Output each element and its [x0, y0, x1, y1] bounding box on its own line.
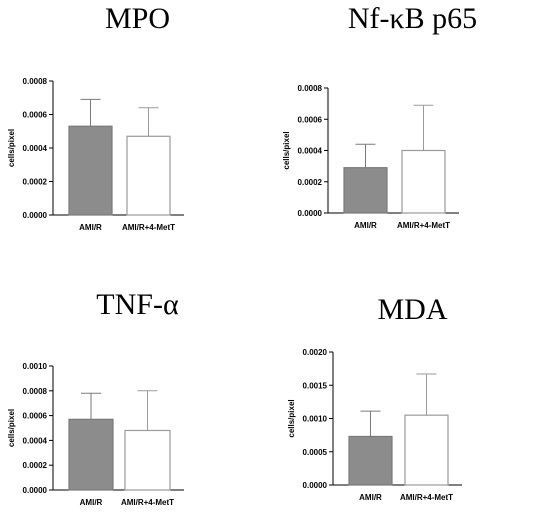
y-axis-label: cells/pixel — [7, 129, 16, 167]
y-tick-label: 0.0008 — [23, 77, 48, 86]
bar — [343, 167, 388, 214]
y-axis-label: cells/pixel — [7, 409, 16, 447]
bar — [126, 135, 171, 216]
chart-title: TNF-α — [96, 288, 179, 321]
chart-panel-nfkb-p65: Nf-κB p65 0.0000 0.0002 0.0004 0.0006 0.0008… — [275, 0, 550, 253]
x-category-label: AMI/R — [79, 223, 102, 232]
y-tick-label: 0.0002 — [23, 178, 48, 187]
bar — [404, 414, 449, 486]
chart-title: MDA — [377, 293, 448, 326]
chart-panel-mda: MDA 0.0000 0.0005 0.0010 0.0015 0.0020 cells/… — [275, 253, 550, 507]
bar — [124, 429, 171, 491]
y-tick-label: 0.0006 — [23, 111, 48, 120]
y-tick-label: 0.0005 — [303, 448, 328, 457]
y-tick-label: 0.0008 — [298, 84, 323, 93]
bar-chart: 0.0000 0.0005 0.0010 0.0015 0.0020 cells/pixe… — [287, 348, 462, 502]
bar — [348, 435, 393, 486]
y-axis-label: cells/pixel — [282, 131, 291, 169]
y-tick-label: 0.0000 — [23, 211, 48, 220]
x-category-label: AMI/R — [354, 221, 377, 230]
x-category-label: AMI/R — [359, 493, 382, 502]
y-tick-label: 0.0000 — [23, 486, 48, 495]
chart-panel-mpo: MPO 0.0000 0.0002 0.0004 0.0006 0.0008 cells/… — [0, 0, 275, 253]
y-tick-label: 0.0006 — [298, 115, 323, 124]
chart-panel-tnf-alpha: TNF-α 0.0000 0.0002 0.0004 0.0006 0.0008 0.00… — [0, 253, 275, 507]
x-category-label: AMI/R+4-MetT — [121, 498, 174, 507]
bar-chart: 0.0000 0.0002 0.0004 0.0006 0.0008 cells/pixe… — [282, 84, 459, 230]
bar-chart: 0.0000 0.0002 0.0004 0.0006 0.0008 cells/pixe… — [7, 77, 184, 232]
y-tick-label: 0.0020 — [303, 348, 328, 357]
y-tick-label: 0.0010 — [23, 362, 48, 371]
y-tick-label: 0.0006 — [23, 412, 48, 421]
y-tick-label: 0.0015 — [303, 381, 328, 390]
y-tick-label: 0.0000 — [298, 209, 323, 218]
bar — [68, 418, 114, 491]
x-category-label: AMI/R — [80, 498, 103, 507]
chart-title: MPO — [104, 2, 171, 35]
y-tick-label: 0.0010 — [303, 415, 328, 424]
x-category-label: AMI/R+4-MetT — [122, 223, 175, 232]
y-axis-label: cells/pixel — [287, 399, 296, 437]
y-tick-label: 0.0002 — [23, 461, 48, 470]
y-tick-label: 0.0004 — [298, 147, 323, 156]
chart-title: Nf-κB p65 — [347, 2, 478, 35]
y-tick-label: 0.0008 — [23, 387, 48, 396]
y-tick-label: 0.0002 — [298, 178, 323, 187]
bar-chart: 0.0000 0.0002 0.0004 0.0006 0.0008 0.0010 cell… — [7, 362, 184, 507]
y-tick-label: 0.0004 — [23, 436, 48, 445]
x-category-label: AMI/R+4-MetT — [397, 221, 450, 230]
x-category-label: AMI/R+4-MetT — [400, 493, 453, 502]
bar — [68, 125, 113, 216]
y-tick-label: 0.0000 — [303, 481, 328, 490]
y-tick-label: 0.0004 — [23, 144, 48, 153]
bar — [401, 149, 446, 214]
